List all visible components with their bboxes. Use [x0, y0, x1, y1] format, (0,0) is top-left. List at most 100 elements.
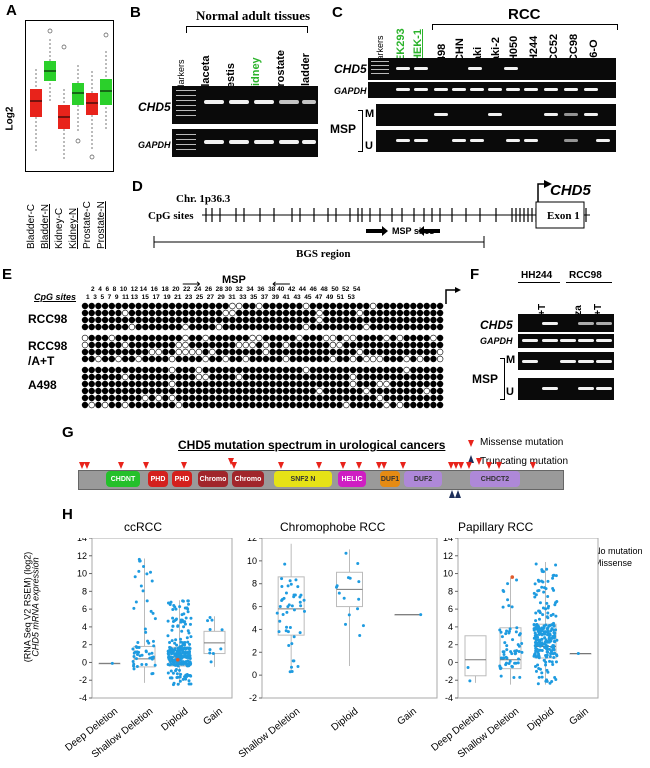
cpg-site-circle	[356, 316, 363, 324]
panel-h-legend-no-mutation: No mutation	[594, 546, 643, 556]
cpg-site-circle	[329, 401, 337, 409]
cpg-site-circle	[148, 387, 156, 395]
panel-e-sample-label: RCC98 /A+T	[28, 339, 68, 368]
cpg-site-circle	[135, 394, 142, 402]
cpg-site-circle	[309, 373, 317, 381]
cpg-site-circle	[88, 316, 95, 324]
data-point	[501, 656, 505, 660]
cpg-site-circle	[229, 316, 236, 324]
cpg-site-circle	[128, 373, 136, 381]
cpg-site-circle	[436, 394, 444, 402]
cpg-site-circle	[168, 302, 176, 310]
data-point	[132, 654, 136, 658]
cpg-site-circle	[289, 348, 296, 356]
data-point	[147, 652, 151, 656]
data-point	[347, 613, 351, 617]
data-point	[499, 630, 503, 634]
cpg-site-circle	[269, 380, 276, 388]
cpg-site-circle	[403, 302, 410, 310]
cpg-site-circle	[262, 401, 270, 409]
panel-f-msp-label: MSP	[472, 372, 499, 386]
data-point	[499, 674, 503, 678]
cpg-site-circle	[269, 355, 276, 363]
cpg-site-circle	[289, 366, 296, 374]
cpg-site-circle	[182, 355, 189, 363]
cpg-site-circle	[162, 302, 169, 310]
cpg-site-circle	[135, 355, 142, 363]
panel-h-title-chromophobe: Chromophobe RCC	[280, 520, 386, 534]
data-point	[286, 584, 290, 588]
panel-g-legend-missense: Missense mutation	[480, 437, 564, 448]
expression-plot: -4 -2 0 2 4 6 8 10 12 14	[443, 538, 599, 702]
cpg-site-circle	[108, 366, 115, 374]
x-category-label: Diploid	[329, 706, 361, 734]
data-point	[537, 641, 541, 645]
cpg-site-circle	[115, 355, 122, 363]
data-point	[166, 619, 170, 623]
cpg-site-circle	[209, 341, 216, 349]
cpg-site-circle	[376, 316, 383, 324]
cpg-site-circle	[296, 348, 303, 356]
cpg-site-circle	[416, 387, 424, 395]
cpg-site-circle	[430, 373, 437, 381]
cpg-site-circle	[416, 401, 424, 409]
cpg-site-circle	[88, 302, 95, 310]
cpg-site-circle	[242, 366, 250, 374]
cpg-site-circle	[182, 373, 189, 381]
cpg-site-circle	[296, 401, 303, 409]
cpg-site-circle	[235, 341, 243, 349]
cpg-site-circle	[403, 394, 410, 402]
cpg-site-circle	[282, 348, 290, 356]
data-point	[537, 631, 541, 635]
cpg-site-circle	[195, 323, 203, 331]
cpg-site-circle	[276, 394, 283, 402]
cpg-site-circle	[121, 401, 129, 409]
data-point	[547, 640, 551, 644]
cpg-site-circle	[390, 394, 397, 402]
cpg-site-circle	[309, 316, 317, 324]
data-point	[552, 621, 556, 625]
cpg-site-circle	[222, 401, 229, 409]
cpg-site-circle	[148, 380, 156, 388]
cpg-site-circle	[135, 341, 142, 349]
data-point	[534, 619, 538, 623]
cpg-site-circle	[182, 394, 189, 402]
domain-duf2: DUF2	[404, 471, 442, 487]
data-point	[183, 675, 187, 679]
cpg-site-circle	[390, 323, 397, 331]
cpg-site-circle	[289, 341, 296, 349]
data-point	[514, 630, 518, 634]
cpg-site-circle	[128, 401, 136, 409]
cpg-site-circle	[430, 334, 437, 342]
cpg-site-circle	[329, 348, 337, 356]
cpg-site-circle	[423, 341, 430, 349]
cpg-site-circle	[195, 316, 203, 324]
cpg-site-circle	[222, 334, 229, 342]
data-point	[546, 595, 550, 599]
data-point	[551, 574, 555, 578]
cpg-site-circle	[376, 394, 383, 402]
cpg-site-circle	[209, 316, 216, 324]
data-point	[166, 649, 170, 653]
cpg-site-circle	[249, 309, 256, 317]
cpg-site-circle	[369, 348, 377, 356]
panel-c-gel-chd5	[368, 58, 616, 80]
data-point	[170, 639, 174, 643]
cpg-site-circle	[188, 334, 196, 342]
data-point	[134, 600, 138, 604]
cpg-site-circle	[430, 341, 437, 349]
data-point	[288, 579, 292, 583]
cpg-site-circle	[182, 334, 189, 342]
y-tick-label: 0	[82, 657, 87, 667]
x-category-label: Gain	[201, 706, 226, 728]
cpg-site-circle	[249, 341, 256, 349]
cpg-site-circle	[343, 355, 350, 363]
data-point	[516, 661, 520, 665]
data-point	[512, 675, 516, 679]
cpg-site-circle	[329, 309, 337, 317]
cpg-site-circle	[316, 323, 323, 331]
data-point	[143, 627, 147, 631]
cpg-site-circle	[242, 302, 250, 310]
data-point	[507, 662, 511, 666]
cpg-site-circle	[289, 373, 296, 381]
